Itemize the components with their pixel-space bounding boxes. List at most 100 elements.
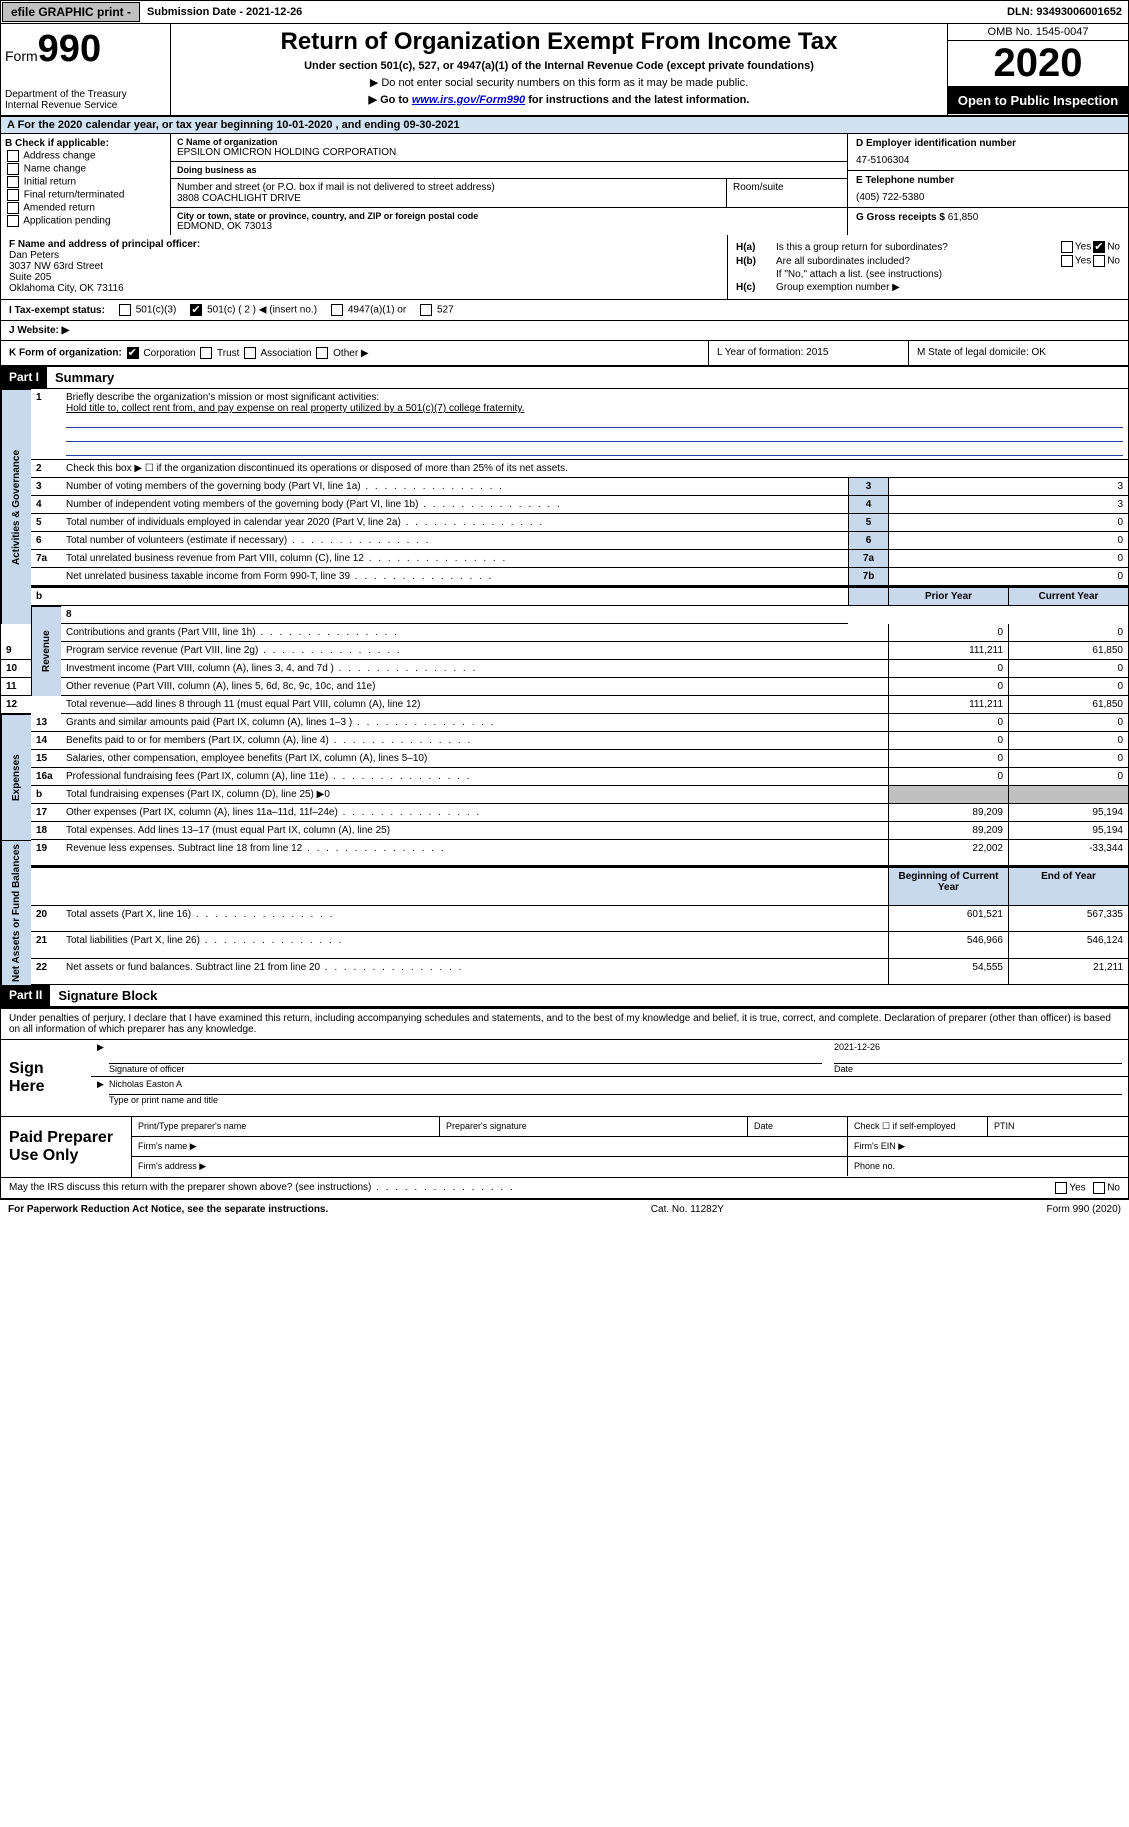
year-of-formation: L Year of formation: 2015 [708,341,908,365]
val-12-cy: 61,850 [1008,696,1128,714]
val-18-cy: 95,194 [1008,822,1128,840]
cb-501c3[interactable]: 501(c)(3) [117,304,176,316]
val-9-cy: 61,850 [1008,642,1128,660]
topbar: efile GRAPHIC print - Submission Date - … [0,0,1129,24]
signature-block: Under penalties of perjury, I declare th… [0,1007,1129,1178]
val-9-py: 111,211 [888,642,1008,660]
val-19-py: 22,002 [888,840,1008,866]
val-4: 3 [888,496,1128,514]
cb-4947[interactable]: 4947(a)(1) or [329,304,406,316]
irs-link[interactable]: www.irs.gov/Form990 [412,94,525,106]
omb-number: OMB No. 1545-0047 [948,24,1128,41]
part1-title: Summary [47,367,122,388]
val-18-py: 89,209 [888,822,1008,840]
col-d-info: D Employer identification number 47-5106… [848,134,1128,235]
part2-title: Signature Block [50,985,165,1006]
telephone: (405) 722-5380 [856,192,1120,203]
cb-name-change[interactable]: Name change [5,163,166,175]
cb-final-return[interactable]: Final return/terminated [5,189,166,201]
cb-corporation[interactable]: Corporation [125,348,196,359]
section-activities-governance: Activities & Governance [1,389,31,624]
cb-initial-return[interactable]: Initial return [5,176,166,188]
section-net-assets: Net Assets or Fund Balances [1,840,31,985]
val-14-py: 0 [888,732,1008,750]
val-16a-cy: 0 [1008,768,1128,786]
val-19-cy: -33,344 [1008,840,1128,866]
cb-address-change[interactable]: Address change [5,150,166,162]
col-boy: Beginning of Current Year [888,866,1008,905]
summary-table: Activities & Governance 1 Briefly descri… [0,389,1129,985]
val-7a: 0 [888,550,1128,568]
val-13-cy: 0 [1008,714,1128,732]
form-number: Form990 [5,28,166,71]
cb-501c[interactable]: 501(c) ( 2 ) ◀ (insert no.) [188,304,317,316]
val-3: 3 [888,478,1128,496]
val-17-py: 89,209 [888,804,1008,822]
val-21-boy: 546,966 [888,932,1008,958]
col-current-year: Current Year [1008,586,1128,606]
section-expenses: Expenses [1,714,31,840]
val-17-cy: 95,194 [1008,804,1128,822]
col-prior-year: Prior Year [888,586,1008,606]
form-title: Return of Organization Exempt From Incom… [175,28,943,56]
department: Department of the Treasury Internal Reve… [5,89,166,111]
form-note2: ▶ Go to www.irs.gov/Form990 for instruct… [175,93,943,106]
hb-yes[interactable]: Yes [1059,255,1091,267]
val-15-cy: 0 [1008,750,1128,768]
val-8-cy: 0 [1008,624,1128,642]
state-domicile: M State of legal domicile: OK [908,341,1128,365]
officer-print-name: Nicholas Easton A [109,1079,1122,1095]
may-yes[interactable]: Yes [1053,1182,1085,1194]
val-15-py: 0 [888,750,1008,768]
val-11-py: 0 [888,678,1008,696]
val-11-cy: 0 [1008,678,1128,696]
val-22-eoy: 21,211 [1008,959,1128,985]
cb-527[interactable]: 527 [418,304,453,316]
val-16a-py: 0 [888,768,1008,786]
sign-here-label: Sign Here [1,1040,91,1116]
officer-group-block: F Name and address of principal officer:… [0,235,1129,300]
submission-date: Submission Date - 2021-12-26 [141,4,308,20]
col-b-checkboxes: B Check if applicable: Address change Na… [1,134,171,235]
part2-header: Part II [1,985,50,1006]
val-16b-py [888,786,1008,804]
cb-trust[interactable]: Trust [198,348,239,359]
sign-date: 2021-12-26 [834,1042,1122,1064]
arrow-icon: ▶ [91,1077,103,1107]
val-12-py: 111,211 [888,696,1008,714]
val-6: 0 [888,532,1128,550]
val-20-eoy: 567,335 [1008,906,1128,932]
cb-application-pending[interactable]: Application pending [5,215,166,227]
ha-no[interactable]: No [1091,241,1120,253]
form-header: Form990 Department of the Treasury Inter… [0,24,1129,117]
val-21-eoy: 546,124 [1008,932,1128,958]
mission-text: Hold title to, collect rent from, and pa… [66,403,524,414]
efile-print-button[interactable]: efile GRAPHIC print - [2,2,140,22]
street-address: 3808 COACHLIGHT DRIVE [177,193,720,204]
city-state-zip: EDMOND, OK 73013 [177,221,841,232]
officer-addr1: 3037 NW 63rd Street [9,261,719,272]
val-10-cy: 0 [1008,660,1128,678]
tax-year: 2020 [948,41,1128,87]
cb-amended-return[interactable]: Amended return [5,202,166,214]
paid-preparer-label: Paid Preparer Use Only [1,1117,131,1177]
form-subtitle: Under section 501(c), 527, or 4947(a)(1)… [175,60,943,72]
may-no[interactable]: No [1091,1182,1120,1194]
val-10-py: 0 [888,660,1008,678]
val-5: 0 [888,514,1128,532]
page-footer: For Paperwork Reduction Act Notice, see … [0,1199,1129,1219]
entity-block: B Check if applicable: Address change Na… [0,134,1129,235]
form-note1: ▶ Do not enter social security numbers o… [175,76,943,89]
cb-association[interactable]: Association [242,348,311,359]
cb-other[interactable]: Other ▶ [314,348,368,359]
val-20-boy: 601,521 [888,906,1008,932]
website-row: J Website: ▶ [0,321,1129,341]
officer-name: Dan Peters [9,250,719,261]
section-revenue: Revenue [31,606,61,696]
perjury-statement: Under penalties of perjury, I declare th… [1,1009,1128,1040]
val-16b-cy [1008,786,1128,804]
hb-no[interactable]: No [1091,255,1120,267]
ha-yes[interactable]: Yes [1059,241,1091,253]
col-c-org-info: C Name of organization EPSILON OMICRON H… [171,134,848,235]
tax-exempt-status: I Tax-exempt status: 501(c)(3) 501(c) ( … [0,300,1129,321]
